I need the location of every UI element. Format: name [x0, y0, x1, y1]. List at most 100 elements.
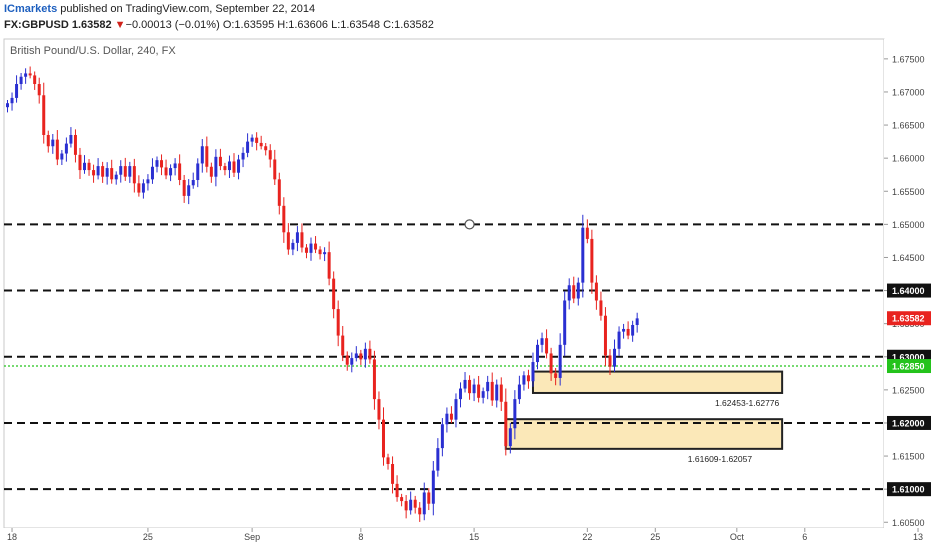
- down-arrow-icon: ▼: [114, 19, 126, 31]
- candle-body-85: [391, 464, 395, 484]
- candle-79: [363, 342, 367, 368]
- zone-box-0: [531, 370, 784, 394]
- candle-61: [282, 197, 286, 243]
- x-tick-label-4: 15: [469, 532, 479, 542]
- candle-72: [332, 271, 336, 319]
- candle-128: [585, 219, 589, 244]
- price-axis[interactable]: 1.60500 1.61000 1.61500 1.62000 1.62500 1.630…: [884, 39, 932, 528]
- candle-body-115: [526, 375, 530, 382]
- zone-label-0: 1.62453-1.62776: [715, 398, 780, 408]
- candle-97: [445, 407, 449, 433]
- candle-body-97: [445, 413, 449, 425]
- time-axis[interactable]: 18 25 Sep 8 15 22 25 Oct 6 13: [0, 528, 932, 550]
- candle-body-35: [164, 167, 168, 176]
- candle-126: [576, 277, 580, 306]
- candle-body-21: [101, 166, 105, 177]
- candle-138: [631, 320, 635, 342]
- candle-body-53: [246, 141, 250, 153]
- candle-35: [164, 159, 168, 180]
- candle-body-91: [418, 507, 422, 515]
- price-change: −0.00013 (−0.01%): [125, 19, 220, 31]
- candle-body-92: [422, 492, 426, 515]
- candle-body-72: [332, 278, 336, 310]
- candle-52: [241, 147, 245, 168]
- candle-body-132: [603, 315, 607, 356]
- ohlc-close: C:1.63582: [383, 19, 434, 31]
- candle-116: [531, 352, 535, 387]
- candle-body-19: [92, 170, 96, 176]
- candle-body-15: [73, 134, 77, 155]
- candle-32: [150, 158, 154, 184]
- candle-30: [141, 179, 145, 199]
- candle-body-99: [454, 399, 458, 420]
- candle-body-10: [51, 139, 55, 147]
- candle-118: [540, 332, 544, 353]
- candle-body-103: [472, 384, 476, 394]
- candle-28: [132, 158, 136, 193]
- candle-body-9: [46, 134, 50, 147]
- candle-125: [572, 276, 576, 304]
- candle-36: [169, 164, 173, 182]
- candle-59: [273, 149, 277, 185]
- candle-91: [418, 502, 422, 522]
- candle-body-89: [409, 499, 413, 511]
- candle-77: [354, 346, 358, 362]
- candle-body-77: [354, 353, 358, 359]
- candle-body-106: [486, 381, 490, 392]
- candle-64: [295, 226, 299, 252]
- candle-body-48: [223, 166, 227, 171]
- candle-body-31: [146, 179, 150, 184]
- candle-131: [599, 291, 603, 321]
- x-tick-label-9: 13: [913, 532, 923, 542]
- symbol-name: FX:GBPUSD: [4, 19, 69, 31]
- chart-area[interactable]: British Pound/U.S. Dollar, 240, FX 1.624…: [0, 34, 932, 550]
- candle-body-38: [178, 163, 182, 181]
- y-tick-label-0: 1.60500: [892, 518, 925, 528]
- horizontal-levels: [4, 223, 884, 491]
- candle-101: [463, 372, 467, 393]
- candle-13: [64, 137, 68, 162]
- candle-31: [146, 174, 150, 191]
- candle-body-120: [549, 353, 553, 374]
- candle-body-83: [381, 419, 385, 458]
- x-tick-label-1: 25: [143, 532, 153, 542]
- candle-body-79: [363, 348, 367, 360]
- candle-body-57: [264, 146, 268, 151]
- candle-body-1: [10, 97, 14, 104]
- candle-body-29: [137, 183, 141, 193]
- y-tick-badge-7: [887, 283, 931, 298]
- candle-102: [468, 375, 472, 400]
- candle-body-68: [314, 243, 318, 250]
- x-tick-label-2: Sep: [244, 532, 260, 542]
- candle-2: [15, 75, 19, 103]
- candle-body-16: [78, 154, 82, 171]
- candle-body-111: [508, 428, 512, 447]
- candle-50: [232, 153, 236, 178]
- publisher-name[interactable]: ICmarkets: [4, 3, 58, 15]
- candle-109: [499, 377, 503, 411]
- candle-body-50: [232, 161, 236, 173]
- x-tick-label-7: Oct: [730, 532, 745, 542]
- candle-63: [291, 239, 295, 256]
- candle-20: [96, 158, 100, 180]
- candle-69: [318, 246, 322, 260]
- candle-body-104: [477, 384, 481, 398]
- zone-label-1: 1.61609-1.62057: [688, 454, 753, 464]
- price-chart[interactable]: British Pound/U.S. Dollar, 240, FX 1.624…: [0, 34, 932, 550]
- candle-105: [481, 387, 485, 404]
- candle-135: [617, 326, 621, 357]
- candle-body-107: [490, 381, 494, 401]
- candle-body-127: [581, 227, 585, 283]
- candle-body-22: [105, 168, 109, 177]
- y-tick-label-9: 1.65000: [892, 220, 925, 230]
- candle-136: [622, 323, 626, 339]
- zone-box-1: [504, 418, 784, 450]
- candle-26: [123, 157, 127, 181]
- candle-body-61: [282, 205, 286, 233]
- candle-body-8: [42, 95, 46, 135]
- candle-body-95: [436, 448, 440, 471]
- candle-body-52: [241, 152, 245, 160]
- candle-body-42: [196, 163, 200, 181]
- candle-body-43: [200, 146, 204, 164]
- candle-38: [178, 154, 182, 186]
